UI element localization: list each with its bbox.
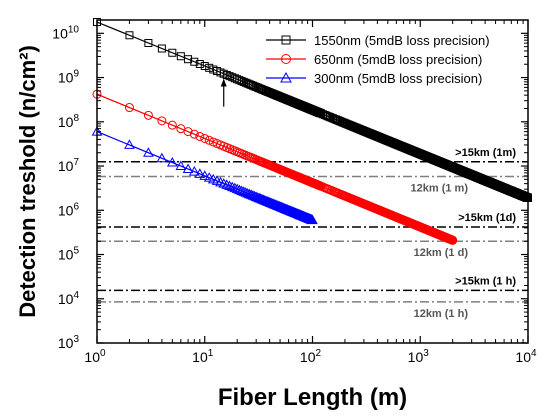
reference-lines: >15km (1m) 12km (1 m) >15km (1d) 12km (1 d)… <box>97 147 528 320</box>
data-point <box>252 192 264 202</box>
data-point <box>182 163 194 174</box>
data-point <box>249 190 260 201</box>
y-tick-label: 109 <box>58 69 80 86</box>
data-point <box>448 235 458 245</box>
reference-line-label: 12km (1 m) <box>411 183 469 195</box>
y-tick-label: 1010 <box>52 24 79 41</box>
data-point <box>226 181 238 192</box>
y-tick-label: 108 <box>58 113 80 130</box>
series-square <box>93 18 532 202</box>
series-layer <box>91 18 532 245</box>
data-point <box>157 116 167 126</box>
y-tick-label: 106 <box>58 201 80 218</box>
x-tick-label: 102 <box>300 348 322 365</box>
data-point <box>166 157 178 167</box>
annotation-arrow-head <box>220 78 227 87</box>
data-point <box>175 160 187 171</box>
data-point <box>250 191 262 201</box>
data-point <box>281 35 291 45</box>
data-point <box>231 183 243 194</box>
data-point <box>125 31 134 40</box>
data-point <box>195 131 205 141</box>
data-point <box>156 152 168 163</box>
legend-label: 1550nm (5mdB loss precision) <box>314 33 490 48</box>
data-point <box>168 48 177 57</box>
data-point <box>124 139 135 149</box>
data-point <box>204 135 214 145</box>
data-point <box>189 129 199 139</box>
x-tick-label: 100 <box>84 348 106 365</box>
y-tick-label: 107 <box>58 157 80 174</box>
y-tick-label: 104 <box>58 290 80 307</box>
data-point <box>199 170 211 180</box>
data-point <box>237 77 246 86</box>
reference-line-label: 12km (1 h) <box>414 308 469 320</box>
reference-line-label: >15km (1 h) <box>455 275 516 287</box>
x-tick-label: 104 <box>515 348 537 365</box>
data-point <box>224 180 235 191</box>
data-point <box>188 166 200 176</box>
data-point <box>144 39 153 48</box>
data-point <box>124 103 134 113</box>
data-point <box>205 63 214 72</box>
data-point <box>307 214 318 225</box>
reference-line-label: >15km (1m) <box>455 147 516 159</box>
data-point <box>280 71 292 83</box>
data-point <box>229 182 241 193</box>
y-axis-title: Detection treshold (n/cm²) <box>15 45 40 318</box>
data-point <box>235 76 244 85</box>
data-point <box>218 178 230 188</box>
data-point <box>281 54 291 64</box>
data-point <box>184 55 193 64</box>
data-point <box>143 147 154 157</box>
y-tick-label: 103 <box>58 334 80 351</box>
x-tick-label: 103 <box>408 348 430 365</box>
data-point <box>222 70 231 79</box>
data-point <box>190 57 199 66</box>
annotation-layer <box>220 78 227 107</box>
series-circle <box>92 89 458 245</box>
data-point <box>157 44 166 53</box>
data-point <box>195 59 204 68</box>
data-point <box>183 127 193 137</box>
x-axis-title: Fiber Length (m) <box>218 384 407 411</box>
x-tick-label: 101 <box>192 348 214 365</box>
legend-label: 650nm (5mdB loss precision) <box>314 52 482 67</box>
legend-label: 300nm (5mdB loss precision) <box>314 71 482 86</box>
series-triangle <box>91 126 318 225</box>
data-point <box>200 62 209 71</box>
reference-line-label: >15km (1d) <box>458 212 516 224</box>
data-point <box>221 179 233 189</box>
data-point <box>143 110 153 120</box>
axis-ticks: 100 101 102 103 104 103 104 105 106 107 108 109 1010 <box>52 19 537 365</box>
reference-line-label: 12km (1 d) <box>414 247 469 259</box>
legend: 1550nm (5mdB loss precision) 650nm (5mdB … <box>266 33 490 86</box>
data-point <box>253 192 265 203</box>
data-point <box>225 72 234 81</box>
data-point <box>234 184 245 195</box>
data-point <box>200 133 210 143</box>
y-tick-label: 105 <box>58 246 80 263</box>
data-point <box>167 120 177 130</box>
data-point <box>194 168 206 178</box>
